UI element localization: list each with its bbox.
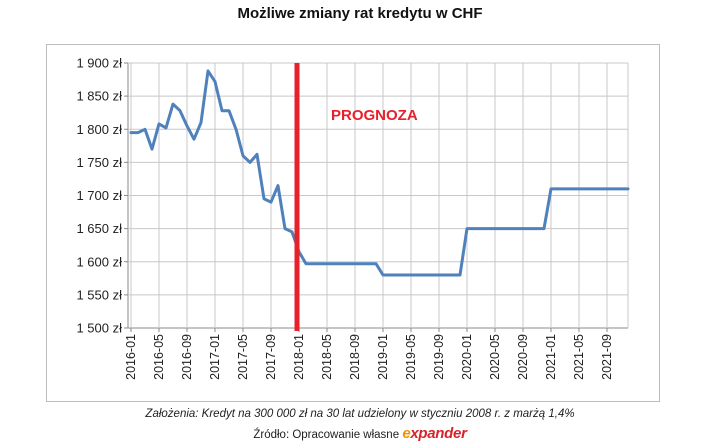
x-tick-label: 2017-05 (236, 334, 250, 380)
x-tick-label: 2016-05 (152, 334, 166, 380)
x-tick-label: 2021-01 (544, 334, 558, 380)
footer-source: Źródło: Opracowanie własne expander (0, 425, 720, 442)
y-tick-label: 1 700 zł (76, 188, 122, 203)
x-tick-label: 2019-01 (376, 334, 390, 380)
x-tick-label: 2020-05 (488, 334, 502, 380)
y-axis-ticks: 1 500 zł 1 550 zł 1 600 zł 1 650 zł 1 700 zł… (76, 56, 128, 336)
x-tick-label: 2018-01 (292, 334, 306, 380)
x-tick-label: 2020-09 (516, 334, 530, 380)
y-tick-label: 1 850 zł (76, 89, 122, 104)
x-axis-ticks: 2016-01 2016-05 2016-09 2017-01 2017-05 2017-… (124, 328, 614, 380)
x-tick-label: 2017-01 (208, 334, 222, 380)
chart-frame (46, 44, 660, 402)
forecast-group: PROGNOZA (294, 63, 418, 331)
footer-assumptions: Założenia: Kredyt na 300 000 zł na 30 la… (145, 408, 575, 420)
forecast-annotation: PROGNOZA (331, 107, 418, 124)
y-tick-label: 1 900 zł (76, 56, 122, 71)
x-tick-label: 2016-01 (124, 334, 138, 380)
x-tick-label: 2021-05 (572, 334, 586, 380)
x-tick-label: 2016-09 (180, 334, 194, 380)
y-tick-label: 1 550 zł (76, 287, 122, 302)
y-tick-label: 1 500 zł (76, 321, 122, 336)
x-tick-label: 2019-09 (432, 334, 446, 380)
chart-title: Możliwe zmiany rat kredytu w CHF (237, 5, 483, 22)
series-group (129, 69, 630, 277)
grid-lines (127, 62, 629, 329)
expander-logo: expander (402, 425, 467, 442)
x-tick-label: 2018-09 (348, 334, 362, 380)
x-tick-label: 2020-01 (460, 334, 474, 380)
x-tick-label: 2021-09 (600, 334, 614, 380)
series-line (129, 69, 630, 277)
x-tick-label: 2017-09 (264, 334, 278, 380)
x-tick-label: 2018-05 (320, 334, 334, 380)
y-tick-label: 1 600 zł (76, 254, 122, 269)
y-tick-label: 1 650 zł (76, 221, 122, 236)
y-tick-label: 1 750 zł (76, 155, 122, 170)
source-label: Źródło: Opracowanie własne (253, 429, 400, 441)
x-tick-label: 2019-05 (404, 334, 418, 380)
y-tick-label: 1 800 zł (76, 122, 122, 137)
